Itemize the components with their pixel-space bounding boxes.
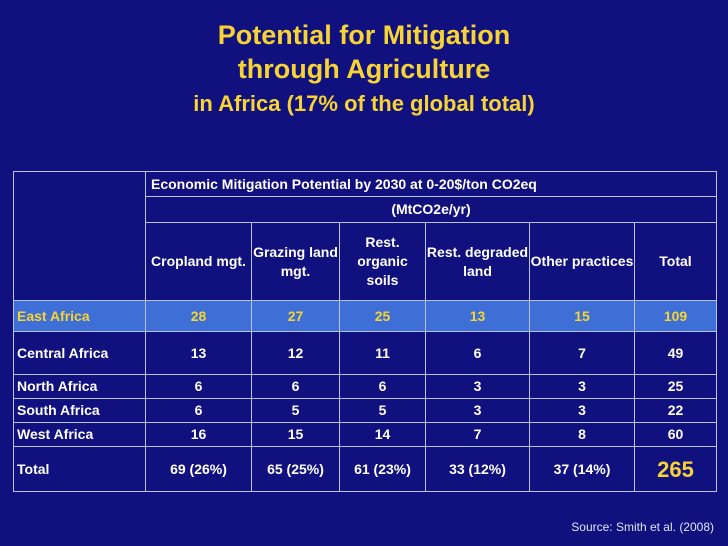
table-cell: 28 <box>145 300 252 332</box>
table-cell: 16 <box>145 422 252 447</box>
table-row-west-africa: West Africa 16 15 14 7 8 60 <box>13 422 717 447</box>
table-cell: 22 <box>634 398 717 423</box>
table-cell: 3 <box>425 374 530 399</box>
grand-total-cell: 265 <box>634 446 717 492</box>
region-label: East Africa <box>13 300 146 332</box>
table-cell: 37 (14%) <box>529 446 635 492</box>
table-cell: 6 <box>145 374 252 399</box>
table-row-east-africa: East Africa 28 27 25 13 15 109 <box>13 300 717 332</box>
table-cell: 12 <box>251 331 340 375</box>
table-cell: 49 <box>634 331 717 375</box>
region-label: Total <box>13 446 146 492</box>
title-line-3: in Africa (17% of the global total) <box>193 91 535 116</box>
table-cell: 3 <box>529 374 635 399</box>
region-label: North Africa <box>13 374 146 399</box>
table-cell: 6 <box>425 331 530 375</box>
table-cell: 3 <box>425 398 530 423</box>
source-citation: Source: Smith et al. (2008) <box>571 520 714 534</box>
table-row-total: Total 69 (26%) 65 (25%) 61 (23%) 33 (12%… <box>13 446 717 492</box>
table-row-south-africa: South Africa 6 5 5 3 3 22 <box>13 398 717 423</box>
region-label: South Africa <box>13 398 146 423</box>
header-row-unit: (MtCO2e/yr) <box>14 196 717 223</box>
unit-cell: (MtCO2e/yr) <box>145 196 717 223</box>
mitigation-table: Economic Mitigation Potential by 2030 at… <box>13 171 717 492</box>
table-cell: 15 <box>529 300 635 332</box>
table-cell: 27 <box>251 300 340 332</box>
region-label: West Africa <box>13 422 146 447</box>
column-header: Grazing land mgt. <box>251 222 340 301</box>
table-cell: 13 <box>145 331 252 375</box>
header-row-columns: Cropland mgt. Grazing land mgt. Rest. or… <box>14 222 717 301</box>
table-cell: 6 <box>339 374 426 399</box>
table-cell: 60 <box>634 422 717 447</box>
header-row-title: Economic Mitigation Potential by 2030 at… <box>13 171 717 301</box>
emp-title-cell: Economic Mitigation Potential by 2030 at… <box>145 171 717 197</box>
column-header: Other practices <box>529 222 635 301</box>
table-cell: 11 <box>339 331 426 375</box>
column-header: Rest. organic soils <box>339 222 426 301</box>
column-header: Cropland mgt. <box>145 222 252 301</box>
table-cell: 8 <box>529 422 635 447</box>
table-cell: 7 <box>529 331 635 375</box>
column-header: Total <box>634 222 717 301</box>
table-cell: 61 (23%) <box>339 446 426 492</box>
region-label: Central Africa <box>13 331 146 375</box>
table-cell: 5 <box>339 398 426 423</box>
slide-title: Potential for Mitigation through Agricul… <box>0 18 728 120</box>
table-cell: 6 <box>251 374 340 399</box>
table-cell: 65 (25%) <box>251 446 340 492</box>
table-cell: 25 <box>339 300 426 332</box>
title-line-2: through Agriculture <box>237 54 491 84</box>
title-line-1: Potential for Mitigation <box>217 20 511 50</box>
table-cell: 25 <box>634 374 717 399</box>
table-cell: 6 <box>145 398 252 423</box>
column-header: Rest. degraded land <box>425 222 530 301</box>
table-row-north-africa: North Africa 6 6 6 3 3 25 <box>13 374 717 399</box>
table-cell: 3 <box>529 398 635 423</box>
corner-cell <box>13 171 146 301</box>
table-cell: 33 (12%) <box>425 446 530 492</box>
table-cell: 7 <box>425 422 530 447</box>
table-row-central-africa: Central Africa 13 12 11 6 7 49 <box>13 331 717 375</box>
table-cell: 69 (26%) <box>145 446 252 492</box>
table-cell: 13 <box>425 300 530 332</box>
table-cell: 5 <box>251 398 340 423</box>
table-cell: 14 <box>339 422 426 447</box>
table-cell: 15 <box>251 422 340 447</box>
table-cell: 109 <box>634 300 717 332</box>
